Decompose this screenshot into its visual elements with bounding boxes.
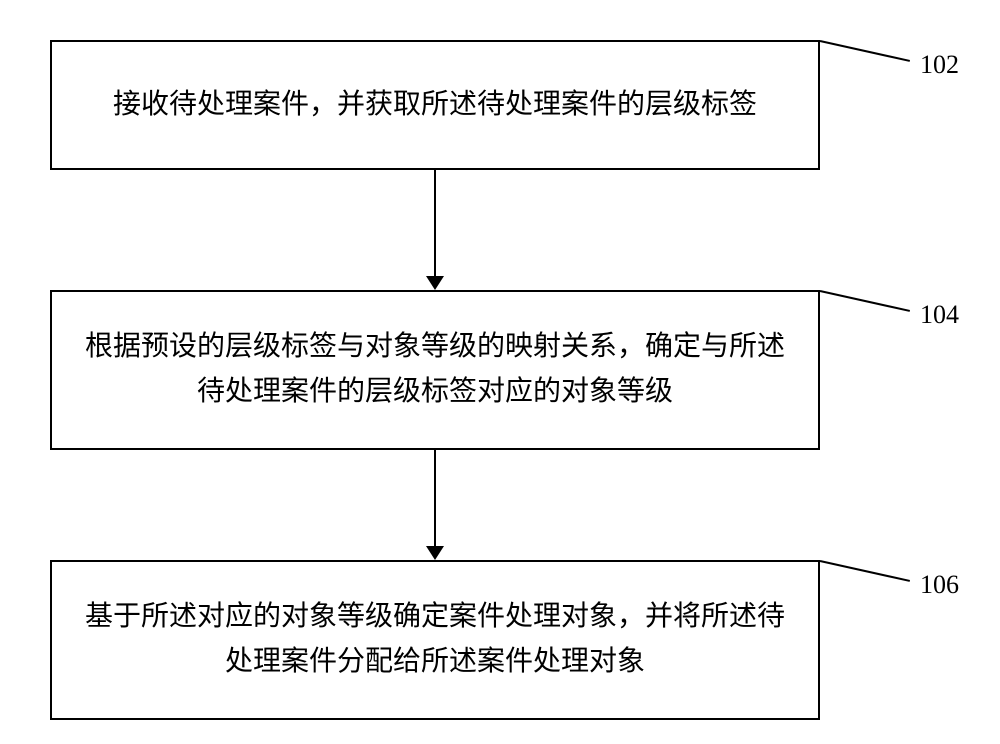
leader-line (820, 40, 910, 62)
flowchart-box-104: 根据预设的层级标签与对象等级的映射关系，确定与所述待处理案件的层级标签对应的对象… (50, 290, 820, 450)
leader-line (820, 290, 910, 312)
flowchart-box-102: 接收待处理案件，并获取所述待处理案件的层级标签 (50, 40, 820, 170)
flowchart-box-106: 基于所述对应的对象等级确定案件处理对象，并将所述待处理案件分配给所述案件处理对象 (50, 560, 820, 720)
flowchart-box-text: 基于所述对应的对象等级确定案件处理对象，并将所述待处理案件分配给所述案件处理对象 (82, 595, 788, 685)
flowchart-box-text: 根据预设的层级标签与对象等级的映射关系，确定与所述待处理案件的层级标签对应的对象… (82, 325, 788, 415)
flowchart-label-104: 104 (920, 300, 959, 330)
flowchart-label-106: 106 (920, 570, 959, 600)
leader-line (820, 560, 910, 582)
flowchart-label-102: 102 (920, 50, 959, 80)
flowchart-box-text: 接收待处理案件，并获取所述待处理案件的层级标签 (113, 83, 757, 128)
arrow-n102-n104 (424, 170, 446, 292)
arrow-n104-n106 (424, 450, 446, 562)
